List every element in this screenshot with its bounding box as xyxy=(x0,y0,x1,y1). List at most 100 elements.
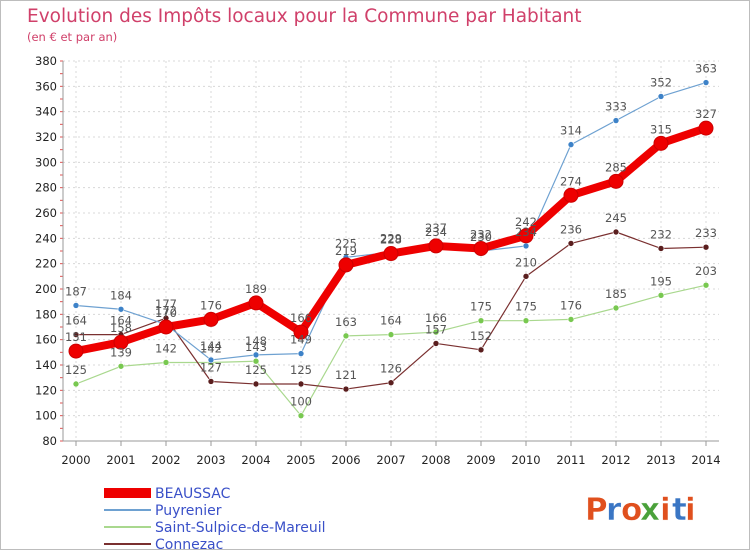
data-point xyxy=(653,135,669,151)
data-point xyxy=(252,380,260,388)
data-point xyxy=(608,173,624,189)
data-point xyxy=(432,328,440,336)
y-tick-label: 380 xyxy=(35,54,57,68)
data-point xyxy=(612,117,620,124)
data-point xyxy=(657,93,665,100)
data-label: 177 xyxy=(155,297,177,311)
x-tick-label: 2005 xyxy=(286,453,315,467)
data-point xyxy=(473,240,489,256)
y-tick-label: 220 xyxy=(35,257,57,271)
data-point xyxy=(297,350,305,357)
data-point xyxy=(428,238,444,254)
data-point xyxy=(203,311,219,327)
data-point xyxy=(383,246,399,262)
data-point xyxy=(518,228,534,244)
x-tick-label: 2010 xyxy=(511,453,540,467)
axes: 80 100 120 140 160 180 200 220 240 260 280 300 320 34… xyxy=(35,54,721,467)
y-tick-label: 160 xyxy=(35,333,57,347)
y-tick-label: 140 xyxy=(35,358,57,372)
data-label: 315 xyxy=(650,122,672,136)
x-tick-label: 2000 xyxy=(61,453,90,467)
y-tick-label: 280 xyxy=(35,181,57,195)
data-label: 164 xyxy=(110,314,132,328)
data-point xyxy=(72,331,80,338)
data-label: 233 xyxy=(695,226,717,240)
logo-letter: t xyxy=(672,492,687,528)
chart-title: Evolution des Impôts locaux pour la Comm… xyxy=(27,6,582,27)
data-label: 175 xyxy=(515,300,537,314)
data-point xyxy=(522,273,530,280)
data-label: 175 xyxy=(470,300,492,314)
data-label: 225 xyxy=(335,236,357,250)
x-tick-label: 2009 xyxy=(466,453,495,467)
data-label: 228 xyxy=(380,233,402,247)
x-tick-label: 2002 xyxy=(151,453,180,467)
data-label: 164 xyxy=(380,314,402,328)
data-label: 236 xyxy=(560,222,582,236)
data-labels: 151 158 170 176 189 166 219 228 234 232 242 274 285 3… xyxy=(65,62,717,409)
data-point xyxy=(252,351,260,359)
data-point xyxy=(477,317,485,324)
x-tick-label: 2006 xyxy=(331,453,360,467)
data-point xyxy=(117,362,125,370)
data-point xyxy=(72,302,80,309)
data-label: 149 xyxy=(290,333,312,347)
data-label: 158 xyxy=(110,321,132,335)
data-point xyxy=(522,317,530,324)
data-label: 232 xyxy=(650,227,672,241)
data-point xyxy=(702,243,710,251)
data-point xyxy=(158,319,174,335)
data-label: 125 xyxy=(245,363,267,377)
data-point xyxy=(113,334,129,350)
data-label: 363 xyxy=(695,62,717,76)
data-label: 170 xyxy=(155,306,177,320)
data-point xyxy=(567,240,575,247)
x-tick-label: 2011 xyxy=(556,453,585,467)
data-point xyxy=(657,292,665,299)
data-label: 163 xyxy=(335,315,357,329)
data-point xyxy=(702,281,710,289)
data-point xyxy=(387,379,395,387)
y-tick-label: 260 xyxy=(35,206,57,220)
data-point xyxy=(117,305,125,313)
data-label: 152 xyxy=(470,329,492,343)
y-tick-label: 360 xyxy=(35,79,57,93)
legend-label: Connezac xyxy=(155,537,223,549)
data-label: 172 xyxy=(155,303,177,317)
y-tick-label: 120 xyxy=(35,383,57,397)
logo-letter: i xyxy=(660,492,671,528)
data-label: 327 xyxy=(695,107,717,121)
data-point xyxy=(612,304,620,312)
data-point xyxy=(248,295,264,311)
series-connezac xyxy=(72,228,710,393)
data-label: 203 xyxy=(695,264,717,278)
x-tick-label: 2012 xyxy=(601,453,630,467)
y-tick-label: 320 xyxy=(35,130,57,144)
data-label: 285 xyxy=(605,160,627,174)
data-point xyxy=(252,357,260,365)
data-point xyxy=(522,242,530,250)
data-point xyxy=(702,79,710,86)
logo-letter: x xyxy=(640,492,660,528)
data-label: 242 xyxy=(515,215,537,229)
y-tick-label: 100 xyxy=(35,409,57,423)
data-label: 237 xyxy=(425,221,447,235)
legend-label: Saint-Sulpice-de-Mareuil xyxy=(155,520,325,536)
data-label: 125 xyxy=(290,363,312,377)
x-tick-label: 2003 xyxy=(196,453,225,467)
data-label: 234 xyxy=(425,225,447,239)
data-label: 164 xyxy=(65,314,87,328)
data-point xyxy=(207,356,215,364)
data-label: 274 xyxy=(560,174,582,188)
data-label: 245 xyxy=(605,211,627,225)
legend-label: Puyrenier xyxy=(155,503,222,519)
data-label: 189 xyxy=(245,282,267,296)
data-point xyxy=(162,359,170,366)
data-point xyxy=(432,340,440,347)
logo-letter: r xyxy=(606,492,622,528)
data-point xyxy=(338,257,354,273)
data-point xyxy=(698,120,714,136)
y-tick-label: 300 xyxy=(35,155,57,169)
